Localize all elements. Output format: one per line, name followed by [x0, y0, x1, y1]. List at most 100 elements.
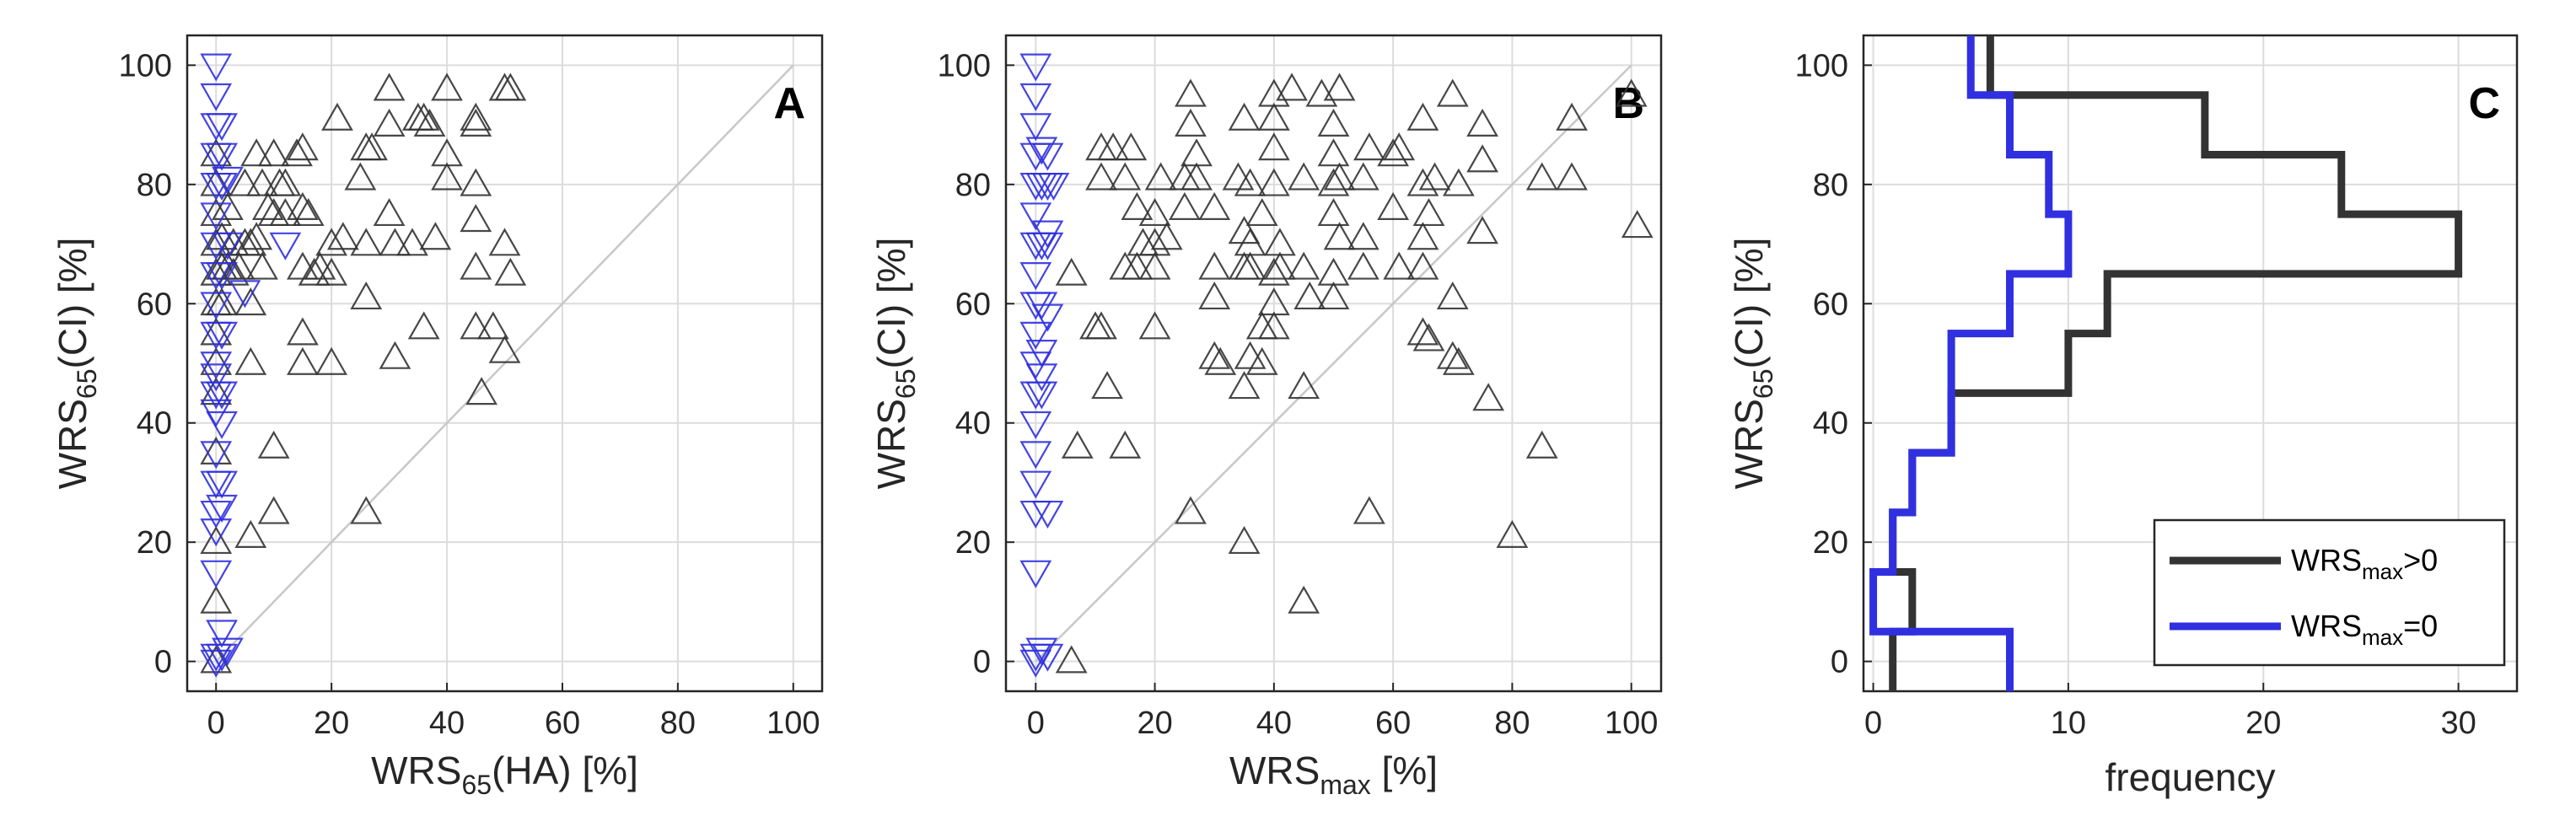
y-tick-label: 20 [955, 525, 991, 561]
data-point-ci-zero [200, 352, 233, 380]
data-point-ci-positive [200, 585, 233, 614]
data-point-ci-positive [1323, 72, 1356, 101]
data-point-ci-positive [1353, 496, 1385, 524]
legend-box [2153, 518, 2506, 667]
data-point-ci-zero [200, 649, 233, 678]
histogram-series-max-zero [1869, 35, 2073, 691]
data-point-ci-positive [200, 138, 233, 167]
data-point-ci-positive [1288, 162, 1320, 191]
data-point-ci-positive [350, 132, 383, 161]
data-point-ci-positive [269, 168, 302, 196]
data-point-ci-positive [1317, 138, 1350, 167]
data-point-ci-positive [1406, 168, 1439, 196]
data-point-ci-zero [1019, 470, 1052, 499]
data-point-ci-positive [1556, 102, 1588, 131]
data-point-ci-positive [1138, 197, 1171, 227]
y-tick-label: 100 [119, 48, 172, 83]
y-tick-label: 0 [154, 645, 172, 680]
data-point-ci-positive [1305, 78, 1338, 107]
data-point-ci-positive [1150, 222, 1183, 250]
data-point-ci-zero [269, 232, 302, 260]
data-point-ci-positive [373, 197, 406, 227]
data-point-ci-positive [1323, 222, 1356, 250]
data-point-ci-positive [1293, 281, 1326, 310]
y-tick-label: 40 [1813, 406, 1848, 442]
histogram-series-max-positive [1889, 35, 2463, 691]
data-point-ci-positive [234, 228, 267, 256]
data-point-ci-positive [1264, 228, 1296, 256]
data-point-ci-positive [234, 519, 267, 548]
data-point-ci-positive [1198, 341, 1231, 369]
data-point-ci-positive [1138, 228, 1171, 256]
y-tick-label: 60 [1813, 287, 1848, 322]
x-tick-label: 60 [1375, 706, 1411, 741]
y-tick-label: 20 [1813, 525, 1848, 561]
data-point-ci-positive [494, 72, 527, 101]
x-tick-label: 40 [429, 706, 465, 741]
data-point-ci-positive [1406, 102, 1439, 131]
legend-entry: WRSmax>0 [2291, 543, 2438, 584]
data-point-ci-zero [1019, 202, 1052, 231]
data-point-ci-zero [1031, 303, 1064, 332]
data-point-ci-positive [200, 436, 233, 464]
data-point-ci-positive [1317, 168, 1350, 196]
data-point-ci-positive [1383, 132, 1416, 161]
panel-label: C [2468, 79, 2500, 128]
data-point-ci-positive [1406, 251, 1439, 280]
data-point-ci-positive [1347, 251, 1379, 280]
x-tick-label: 20 [2245, 706, 2281, 741]
identity-line [215, 64, 794, 663]
data-point-ci-positive [494, 257, 527, 286]
data-point-ci-positive [1097, 132, 1130, 161]
data-point-ci-positive [1317, 108, 1350, 137]
data-point-ci-positive [1412, 323, 1445, 352]
data-point-ci-zero [206, 470, 238, 499]
data-point-ci-positive [200, 377, 233, 405]
y-tick-label: 100 [1795, 48, 1848, 83]
data-point-ci-positive [1257, 311, 1290, 340]
data-point-ci-zero [200, 363, 233, 392]
data-point-ci-positive [1204, 346, 1237, 375]
data-point-ci-zero [1025, 340, 1058, 368]
data-point-ci-zero [229, 280, 261, 309]
data-point-ci-positive [431, 162, 463, 191]
data-point-ci-zero [1025, 381, 1058, 410]
data-point-ci-positive [1353, 132, 1385, 161]
data-point-ci-positive [1055, 257, 1088, 286]
data-point-ci-zero [200, 560, 233, 588]
data-point-ci-positive [1138, 251, 1171, 280]
data-point-ci-positive [281, 138, 313, 167]
data-point-ci-zero [1019, 262, 1052, 291]
x-tick-label: 0 [1864, 706, 1882, 741]
data-point-ci-positive [431, 72, 463, 101]
data-point-ci-positive [1257, 132, 1290, 161]
data-point-ci-positive [1257, 168, 1290, 196]
data-point-ci-positive [350, 281, 383, 310]
panel-b-scatter: 0 20 40 60 80 100 0 20 40 60 80 100 WRSmax [%] WRS65(… [869, 34, 1663, 800]
data-point-ci-zero [1031, 500, 1064, 529]
data-point-ci-positive [1436, 281, 1469, 310]
data-point-ci-positive [1198, 251, 1231, 280]
data-point-ci-positive [298, 257, 331, 286]
data-point-ci-positive [200, 525, 233, 555]
x-axis-label: WRSmax [%] [1229, 749, 1438, 800]
data-point-ci-positive [465, 377, 498, 405]
data-point-ci-zero [1019, 321, 1052, 350]
data-point-ci-positive [1234, 168, 1266, 196]
data-point-ci-positive [223, 251, 255, 280]
data-point-ci-positive [1115, 132, 1148, 161]
x-axis-label: WRS65(HA) [%] [371, 749, 638, 800]
data-point-ci-positive [1525, 162, 1558, 191]
data-point-ci-zero [206, 381, 238, 410]
data-point-ci-zero [200, 53, 233, 82]
x-tick-label: 30 [2440, 706, 2476, 741]
y-tick-label: 80 [1813, 168, 1848, 203]
data-point-ci-positive [476, 311, 509, 340]
y-axis-label: WRS65(CI) [%] [51, 238, 102, 490]
data-point-ci-positive [460, 108, 492, 137]
data-point-ci-positive [1228, 371, 1261, 400]
data-point-ci-zero [1019, 83, 1052, 111]
data-point-ci-positive [460, 102, 492, 131]
data-point-ci-positive [1406, 317, 1439, 346]
data-point-ci-positive [1138, 311, 1171, 340]
